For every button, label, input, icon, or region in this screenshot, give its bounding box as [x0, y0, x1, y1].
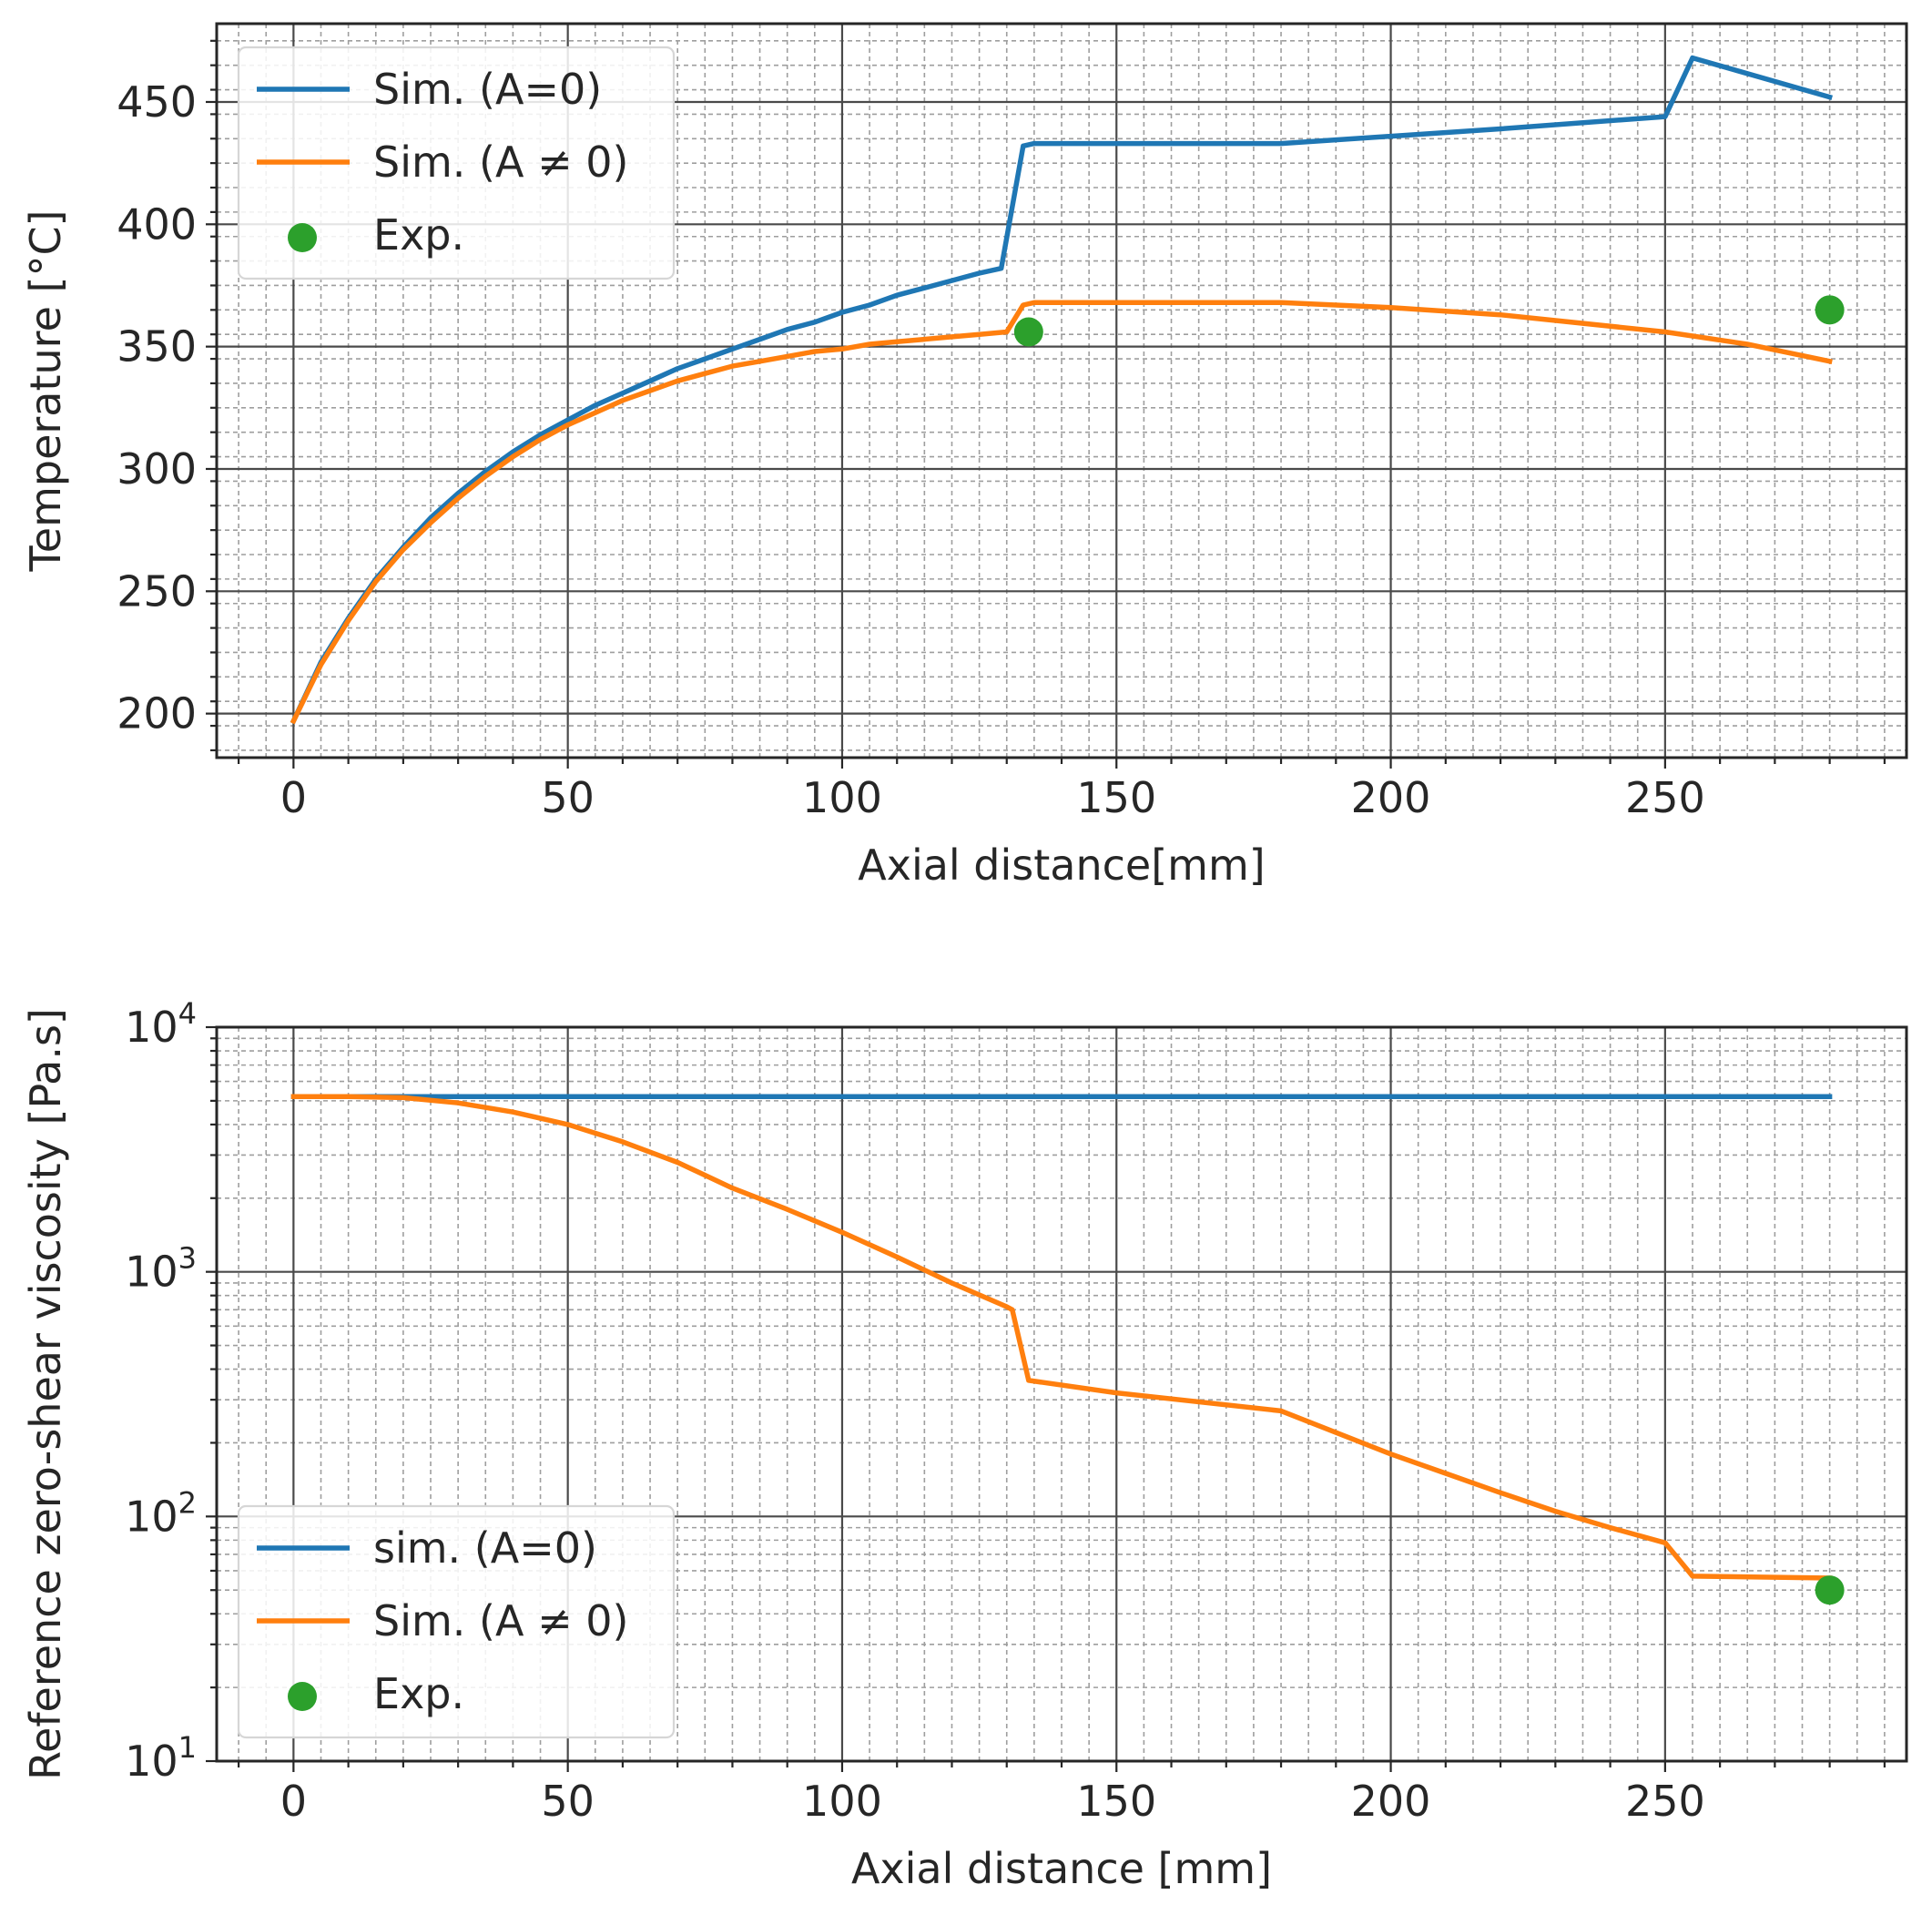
x-tick-label: 250: [1625, 773, 1705, 822]
legend-box: [237, 46, 676, 280]
legend-label-exp: Exp.: [373, 210, 464, 260]
y-axis-label: Temperature [°C]: [21, 209, 70, 572]
legend-label-sim_a_ne0: Sim. (A ≠ 0): [373, 138, 628, 187]
y-axis-label: Reference zero-shear viscosity [Pa.s]: [21, 1008, 70, 1780]
x-tick-label: 100: [802, 773, 882, 822]
minor-grid: [217, 1027, 1907, 1761]
y-tick-label-base: 10: [125, 1003, 178, 1052]
sim_a_ne0-line: [290, 1094, 1833, 1581]
y-tick-label: 350: [117, 322, 197, 372]
x-tick-label: 0: [280, 773, 307, 822]
legend-swatch-exp: [288, 1682, 317, 1711]
legend-swatch-exp: [288, 223, 317, 252]
legend-label-sim_a0: Sim. (A=0): [373, 65, 602, 114]
x-tick-label: 0: [280, 1777, 307, 1826]
y-tick-label-exponent: 1: [178, 1730, 197, 1765]
x-axis-label: Axial distance [mm]: [851, 1844, 1272, 1893]
exp-markers: [1013, 295, 1845, 347]
x-tick-label: 50: [541, 773, 595, 822]
data-layer: [290, 55, 1845, 725]
x-tick-label: 150: [1076, 1777, 1156, 1826]
legend-label-sim_a_ne0: Sim. (A ≠ 0): [373, 1596, 628, 1645]
axes-frame: [215, 22, 1908, 759]
y-tick-label-exponent: 3: [178, 1241, 197, 1276]
axes-frame: [215, 1025, 1908, 1763]
y-tick-label-base: 10: [125, 1737, 178, 1786]
x-tick-label: 50: [541, 1777, 595, 1826]
y-tick-label: 101: [125, 1730, 197, 1786]
x-tick-label: 250: [1625, 1777, 1705, 1826]
y-tick-label: 104: [125, 996, 197, 1052]
legend: sim. (A=0) Sim. (A ≠ 0) Exp.: [237, 1504, 676, 1739]
legend-box: [237, 1504, 676, 1739]
y-tick-label: 200: [117, 689, 197, 738]
exp-markers: [1815, 1575, 1845, 1605]
chart-1: 0 50 100 150 200 250 200 250 300 350 400 450 Axial d…: [21, 22, 1908, 890]
y-tick-label: 300: [117, 444, 197, 494]
exp-point: [1013, 317, 1043, 347]
sim_a0-line: [290, 55, 1833, 725]
exp-point: [1815, 295, 1845, 325]
legend-label-exp: Exp.: [373, 1669, 464, 1718]
data-layer: [290, 1094, 1845, 1605]
y-tick-label-exponent: 2: [178, 1485, 197, 1520]
legend-label-sim_a0: sim. (A=0): [373, 1523, 597, 1573]
x-axis-label: Axial distance[mm]: [858, 840, 1266, 890]
x-tick-label: 200: [1351, 773, 1431, 822]
y-tick-label: 450: [117, 77, 197, 127]
y-tick-label: 102: [125, 1485, 197, 1541]
legend: Sim. (A=0) Sim. (A ≠ 0) Exp.: [237, 46, 676, 280]
sim_a_ne0-line: [290, 300, 1833, 725]
y-tick-label: 250: [117, 566, 197, 616]
y-tick-label-base: 10: [125, 1248, 178, 1297]
x-tick-label: 200: [1351, 1777, 1431, 1826]
y-tick-label-base: 10: [125, 1492, 178, 1541]
exp-point: [1815, 1575, 1845, 1605]
x-tick-label: 100: [802, 1777, 882, 1826]
y-tick-label: 400: [117, 199, 197, 249]
x-tick-label: 150: [1076, 773, 1156, 822]
y-tick-label-exponent: 4: [178, 996, 197, 1031]
y-tick-label: 103: [125, 1241, 197, 1297]
